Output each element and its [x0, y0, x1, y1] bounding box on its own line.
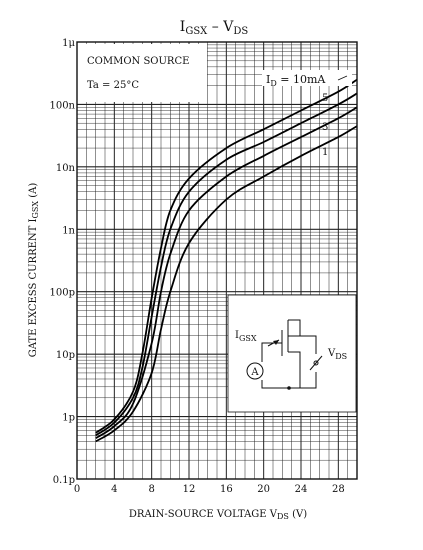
y-axis-title-sub: GSX: [31, 201, 40, 219]
series-label-3: 3: [322, 122, 328, 133]
inset-vds: VDS: [327, 348, 347, 361]
x-tick-label: 12: [183, 484, 196, 495]
series-label-5: 5: [322, 93, 328, 104]
series-line-3: [95, 125, 358, 443]
tick-labels: 0 4 8 12 16 20 24 28 0.1p 1p 10p 100p 1n 10n 100n 1μ: [49, 38, 344, 495]
id-label: ID = 10mA: [266, 73, 326, 88]
y-tick-label: 1n: [62, 225, 75, 236]
series-label-1: 1: [322, 147, 328, 158]
series-line-2: [95, 106, 358, 439]
x-axis-title-sub: DS: [277, 512, 289, 521]
ammeter-label: A: [250, 367, 259, 378]
y-tick-label: 100n: [49, 100, 75, 111]
inset-igsx-sub: GSX: [239, 334, 257, 343]
inset-igsx: IGSX: [235, 330, 257, 343]
inset-vds-sub: DS: [335, 352, 347, 361]
x-tick-label: 0: [74, 484, 80, 495]
title-i-sub: GSX: [185, 26, 208, 37]
inset-igsx-main: I: [235, 330, 239, 341]
series-line-1: [95, 92, 358, 437]
x-tick-label: 4: [111, 484, 117, 495]
title-v: V: [222, 19, 234, 35]
y-tick-label: 10p: [56, 350, 75, 361]
inset-mosfet: [288, 319, 301, 353]
x-tick-label: 16: [220, 484, 233, 495]
current-arrow-head: [273, 340, 279, 345]
y-tick-label: 1p: [62, 413, 75, 424]
vds-arrow: [309, 355, 323, 371]
y-axis-title: GATE EXCESS CURRENT IGSX (A): [28, 183, 40, 358]
id-label-value: = 10mA: [277, 73, 327, 86]
y-tick-label: 1μ: [62, 38, 75, 49]
x-tick-label: 24: [295, 484, 308, 495]
inset-vds-main: V: [327, 348, 336, 359]
circuit-inset: IGSX A VDS: [227, 294, 357, 413]
y-tick-label: 100p: [50, 288, 76, 299]
x-tick-label: 8: [148, 484, 154, 495]
junction-dot: [287, 386, 291, 390]
inset-box: [227, 294, 357, 413]
id-label-bg: [262, 70, 352, 86]
x-tick-label: 20: [257, 484, 270, 495]
annotation-box: [77, 44, 207, 102]
title-sep: –: [207, 19, 223, 35]
y-tick-label: 0.1p: [53, 475, 75, 486]
x-axis-title-main: DRAIN-SOURCE VOLTAGE V: [129, 509, 278, 520]
id-label-i: I: [266, 73, 270, 86]
y-tick-label: 10n: [56, 163, 76, 174]
title-v-sub: DS: [233, 26, 248, 37]
series-labels: 5 3 1: [322, 93, 328, 158]
x-axis-title: DRAIN-SOURCE VOLTAGE VDS (V): [129, 509, 307, 521]
x-axis-title-unit: (V): [289, 509, 307, 520]
annotation-ta: Ta = 25°C: [87, 80, 139, 91]
plot-frame: [76, 41, 358, 480]
ammeter-icon: [246, 362, 264, 380]
vds-source-icon: [313, 360, 319, 366]
chart-title: IGSX – VDS: [180, 19, 249, 37]
id-label-leader: [337, 75, 348, 81]
annotation-common-source: COMMON SOURCE: [87, 56, 189, 67]
x-tick-label: 28: [332, 484, 345, 495]
y-axis-title-main: GATE EXCESS CURRENT I: [28, 218, 39, 357]
title-i: I: [180, 19, 186, 35]
id-label-sub: D: [270, 79, 276, 88]
curves: [95, 78, 358, 443]
y-axis-title-unit: (A): [28, 183, 39, 201]
series-line-0: [95, 78, 358, 434]
